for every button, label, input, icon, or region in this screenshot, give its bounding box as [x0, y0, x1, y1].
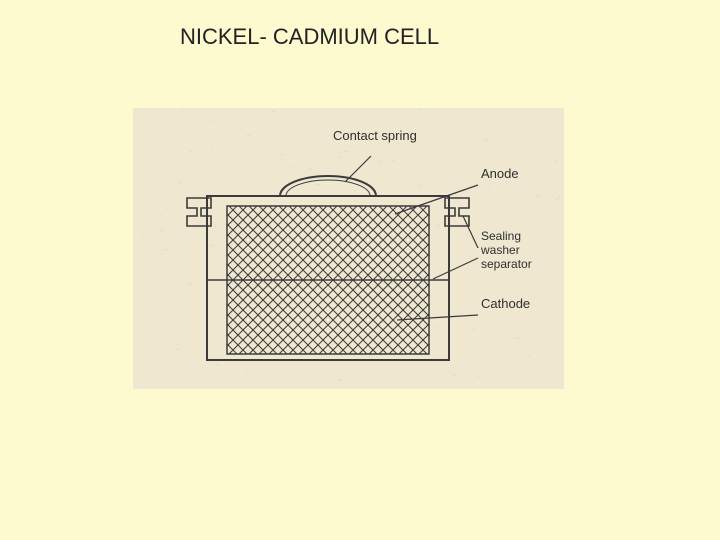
leader-anode [395, 185, 478, 214]
leader-contact-spring [345, 156, 371, 182]
nicd-cell-svg: Contact spring Anode Sealingwasherseparato… [133, 108, 564, 389]
contact-spring-inner [286, 180, 370, 196]
nicd-cell-figure: Contact spring Anode Sealingwasherseparato… [133, 108, 564, 389]
label-sealing: Sealingwasherseparator [480, 229, 532, 271]
label-cathode: Cathode [481, 296, 530, 311]
label-contact-spring: Contact spring [333, 128, 417, 143]
contact-spring-arc [207, 176, 449, 196]
leader-sealing [433, 258, 478, 279]
label-anode: Anode [481, 166, 519, 181]
page-root: NICKEL- CADMIUM CELL Contact spring Anode… [0, 0, 720, 540]
page-title: NICKEL- CADMIUM CELL [180, 24, 439, 50]
leader-sealing [463, 216, 478, 248]
